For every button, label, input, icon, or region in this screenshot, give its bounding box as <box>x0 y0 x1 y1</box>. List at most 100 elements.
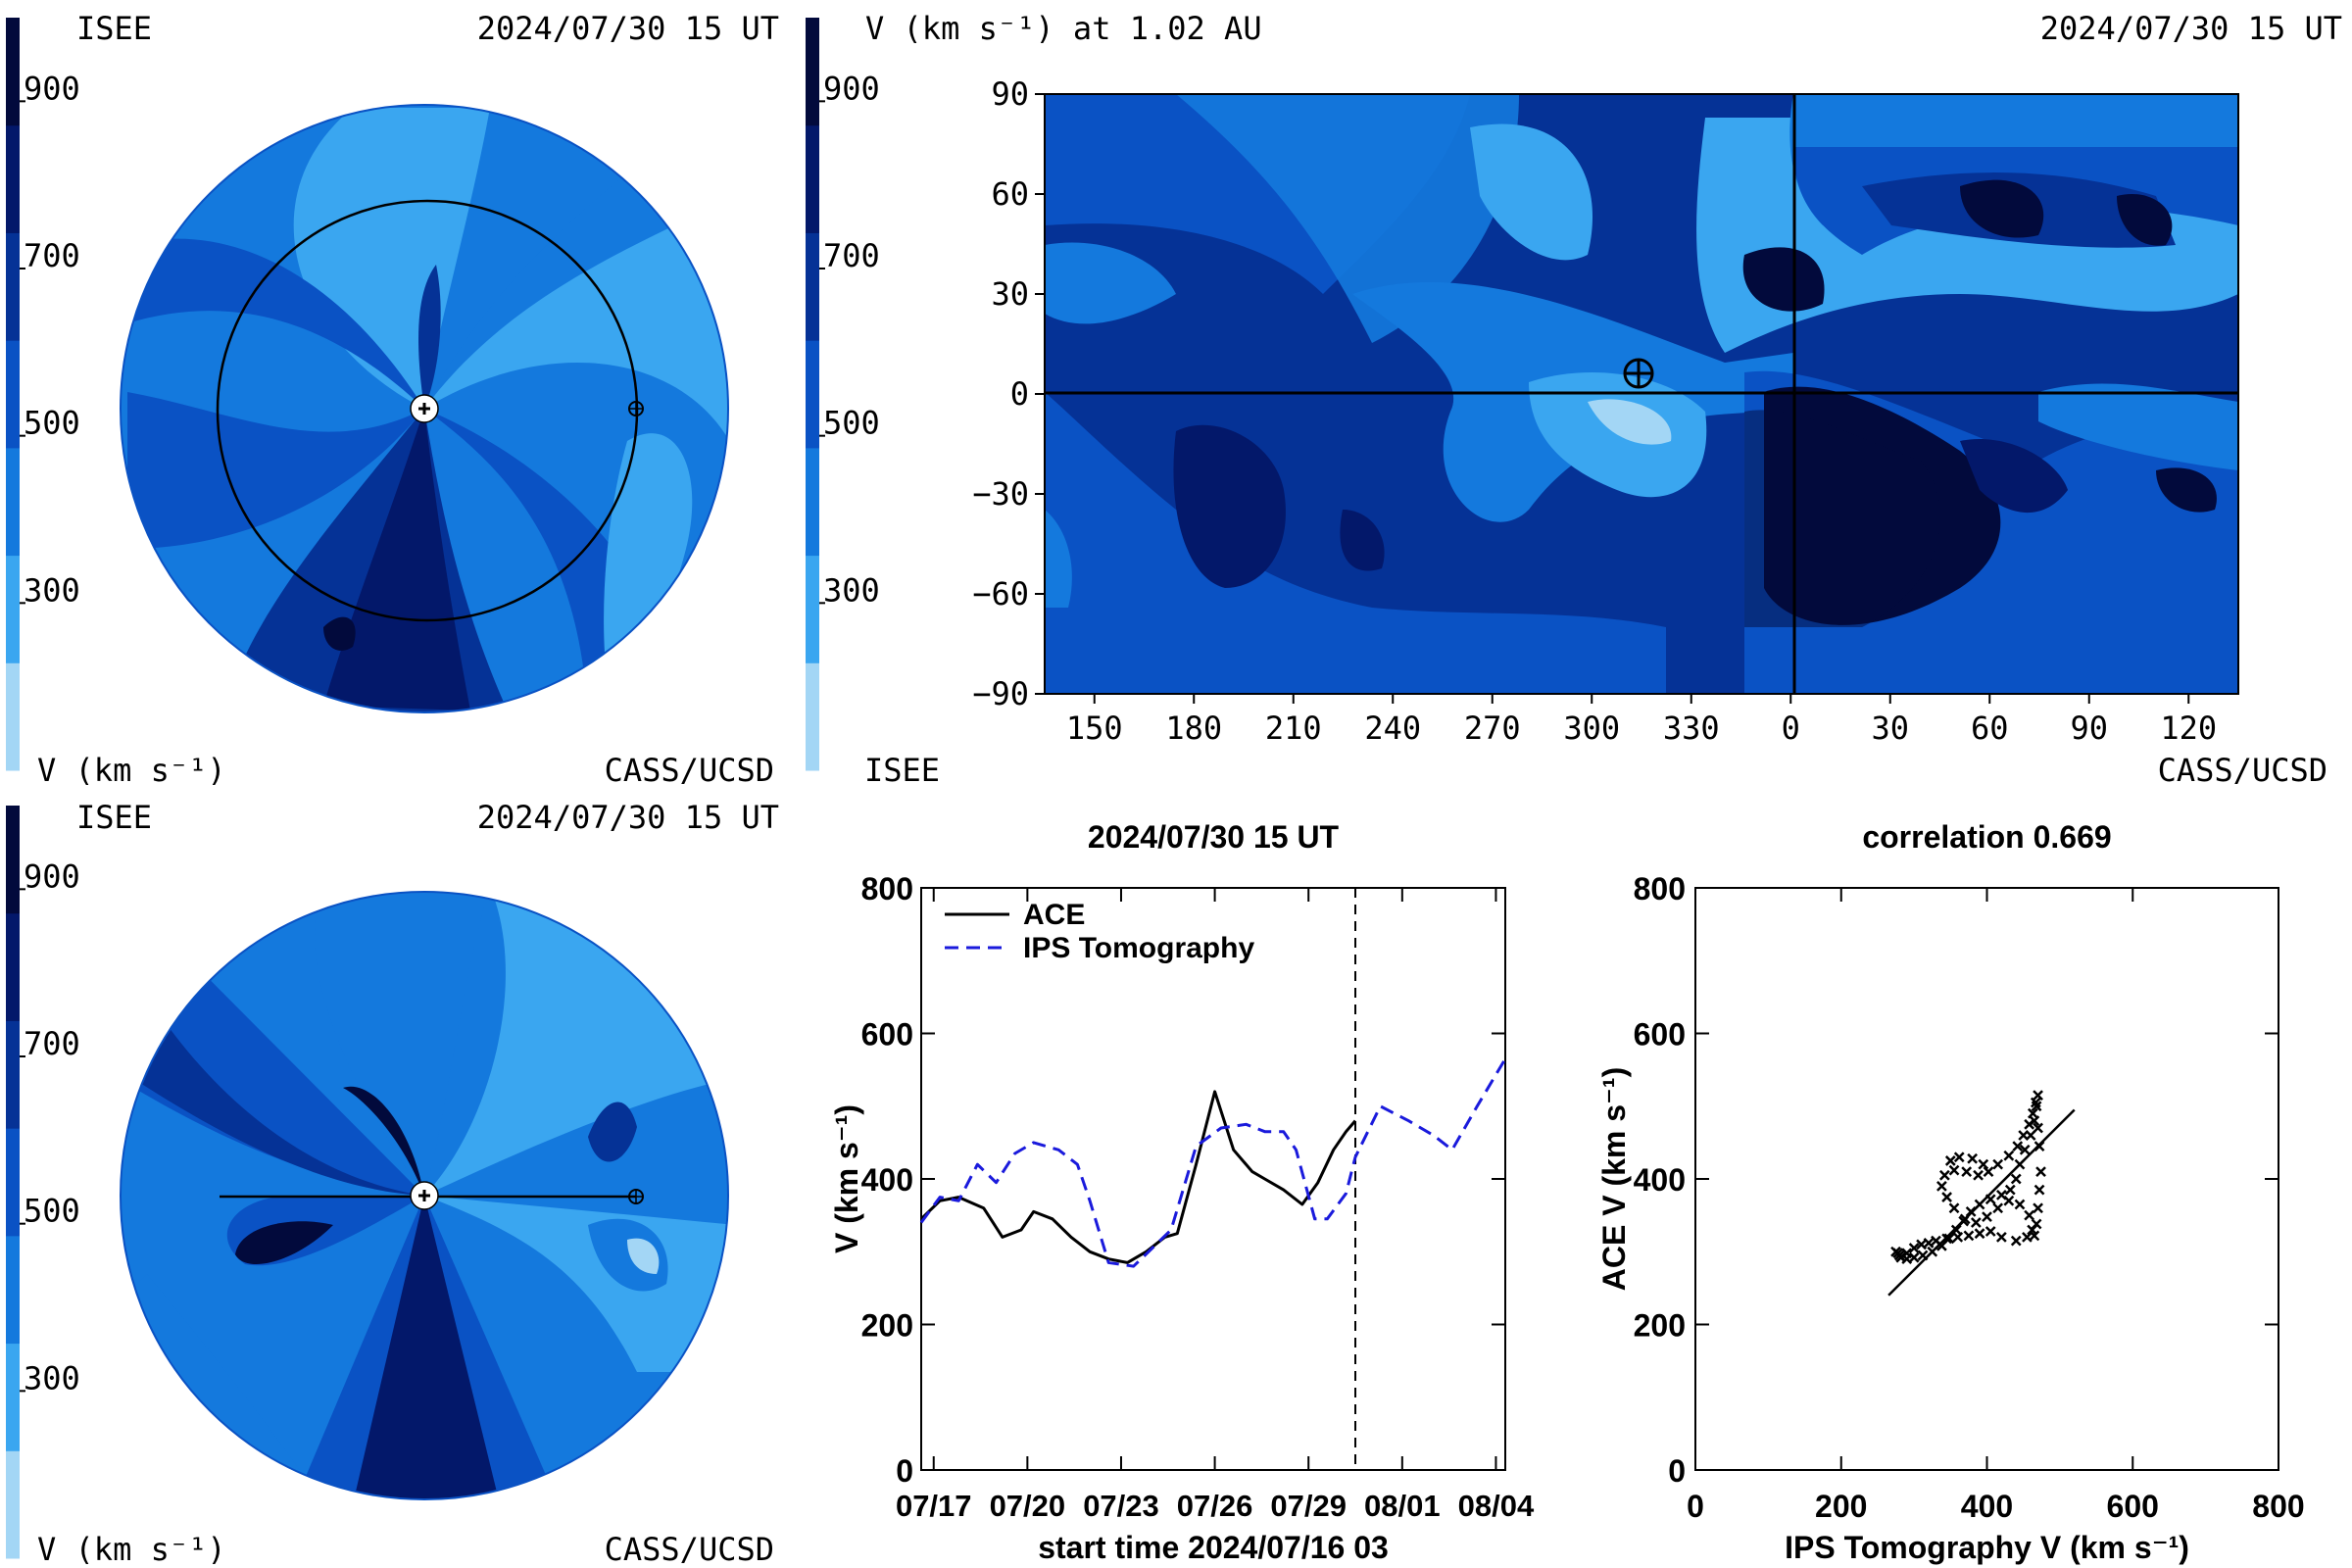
scatter-point <box>1984 1226 1996 1237</box>
unit-label: V (km s⁻¹) <box>37 752 226 789</box>
unit-label: V (km s⁻¹) <box>37 1531 226 1568</box>
polar-disk-outline <box>120 891 729 1500</box>
colorbar-segment <box>806 662 819 771</box>
scatter-point <box>2033 1122 2043 1134</box>
x-tick-label: 08/01 <box>1364 1489 1441 1523</box>
org-label-right: CASS/UCSD <box>605 752 774 789</box>
longitude-axis: 150 180 210 240 270 300 330 0 30 60 90 120 <box>1066 694 2217 747</box>
colorbar-tick-label: 300 <box>24 571 80 609</box>
longitude-tick-label: 60 <box>1971 710 2009 747</box>
colorbar-segment <box>6 1343 20 1451</box>
scatter-point <box>1965 1206 1977 1217</box>
y-tick-label: 800 <box>1634 871 1686 906</box>
latitude-longitude-velocity-map <box>1045 94 2238 694</box>
scatter-point <box>1974 1199 1985 1210</box>
scatter-point <box>2014 1199 2026 1210</box>
scatter-point <box>1983 1166 1994 1177</box>
scatter-point <box>2010 1235 2022 1247</box>
y-tick-label: 0 <box>896 1453 913 1489</box>
colorbar-tick-label: 700 <box>823 237 880 274</box>
x-axis-label: IPS Tomography V (km s⁻¹) <box>1785 1530 2189 1565</box>
scatter-point <box>1908 1243 1920 1253</box>
series-line-ips-tomography <box>919 1057 1507 1268</box>
scatter-point <box>1958 1215 1970 1227</box>
scatter-point <box>2033 1090 2043 1101</box>
scatter-point <box>1941 1192 1952 1202</box>
scatter-point <box>2033 1202 2043 1214</box>
scatter-point <box>1944 1155 1956 1166</box>
sun-cross-icon <box>418 403 430 415</box>
panel-bottom-left-polar: ISEE 2024/07/30 15 UT CASS/UCSD V (km s⁻… <box>37 799 779 1568</box>
longitude-tick-label: 180 <box>1165 710 1222 747</box>
scatter-point <box>2004 1184 2016 1196</box>
line-chart-velocity-timeseries: 2024/07/30 15 UT 0 200 400 600 800 07/17 07/20 0… <box>829 819 1535 1565</box>
scatter-point <box>1992 1158 2004 1170</box>
x-tick-label: 07/29 <box>1270 1489 1347 1523</box>
scatter-point <box>2031 1101 2042 1112</box>
colorbar-segment <box>806 232 819 341</box>
line-chart-frame <box>920 887 1506 1471</box>
scatter-point <box>1917 1250 1929 1261</box>
datetime-label: 2024/07/30 15 UT <box>477 10 779 47</box>
y-tick-label: 400 <box>861 1162 913 1198</box>
colorbar-segment <box>6 912 20 1021</box>
colorbar-tick-label: 700 <box>24 237 80 274</box>
colorbar-tick-label: 300 <box>24 1359 80 1396</box>
scatter-point <box>1978 1158 1989 1170</box>
colorbar-tick-label: 500 <box>24 405 80 442</box>
colorbar-segment <box>6 18 20 126</box>
longitude-tick-label: 120 <box>2160 710 2217 747</box>
latitude-tick-label: −30 <box>972 475 1029 513</box>
x-tick-label: 07/17 <box>896 1489 972 1523</box>
colorbar-tick-label: 500 <box>24 1193 80 1230</box>
panel-top-left-polar: ISEE 2024/07/30 15 UT CASS/UCSD V (km s⁻… <box>37 10 779 789</box>
x-tick-label: 07/26 <box>1177 1489 1253 1523</box>
org-label-right: CASS/UCSD <box>605 1531 774 1568</box>
scatter-point <box>1950 1224 1962 1236</box>
scatter-point <box>1970 1217 1982 1228</box>
scatter-point <box>1941 1233 1952 1245</box>
legend-label: ACE <box>1023 899 1085 931</box>
colorbar-segment <box>6 1128 20 1237</box>
latitude-tick-label: −90 <box>972 675 1029 712</box>
org-label-left: ISEE <box>76 10 152 47</box>
x-tick-label: 400 <box>1961 1489 2013 1524</box>
longitude-tick-label: 300 <box>1563 710 1620 747</box>
colorbar-top-middle: 900 700 500 300 <box>806 18 880 771</box>
x-tick-label: 07/23 <box>1083 1489 1159 1523</box>
latitude-axis: 90 60 30 0 −30 −60 −90 <box>972 75 1045 712</box>
longitude-tick-label: 150 <box>1066 710 1123 747</box>
scatter-point <box>1967 1152 1979 1164</box>
map-title: V (km s⁻¹) at 1.02 AU <box>865 10 1262 47</box>
colorbar-top-left: 900 700 500 300 <box>6 18 80 771</box>
y-axis-label: ACE V (km s⁻¹) <box>1596 1067 1632 1291</box>
latitude-tick-label: −60 <box>972 575 1029 612</box>
y-tick-label: 0 <box>1668 1453 1686 1489</box>
colorbar-segment <box>6 662 20 771</box>
colorbar-segment <box>806 447 819 557</box>
scatter-point <box>1936 1240 1947 1251</box>
longitude-tick-label: 240 <box>1364 710 1421 747</box>
latitude-tick-label: 60 <box>991 175 1029 213</box>
scatter-point <box>1995 1189 2007 1200</box>
colorbar-segment <box>6 1235 20 1345</box>
scatter-point <box>2029 1115 2040 1126</box>
scatter-point <box>1992 1202 2004 1214</box>
colorbar-tick-label: 900 <box>823 70 880 107</box>
y-tick-label: 600 <box>1634 1017 1686 1053</box>
scatter-chart-correlation: correlation 0.669 0 200 400 600 800 0 200 400 600… <box>1596 819 2305 1565</box>
scatter-point <box>1984 1194 1996 1205</box>
legend-label: IPS Tomography <box>1023 932 1254 964</box>
org-label-left: ISEE <box>76 799 152 836</box>
colorbar-segment <box>806 124 819 233</box>
colorbar-tick-label: 900 <box>24 858 80 895</box>
scatter-point <box>1974 1228 1985 1240</box>
scatter-point <box>2031 1218 2042 1230</box>
scatter-point <box>1936 1181 1947 1192</box>
colorbar-tick-label: 500 <box>823 405 880 442</box>
scatter-point <box>2019 1144 2031 1155</box>
longitude-tick-label: 330 <box>1663 710 1720 747</box>
polar-disk-outline <box>120 104 729 713</box>
longitude-tick-label: 270 <box>1464 710 1521 747</box>
